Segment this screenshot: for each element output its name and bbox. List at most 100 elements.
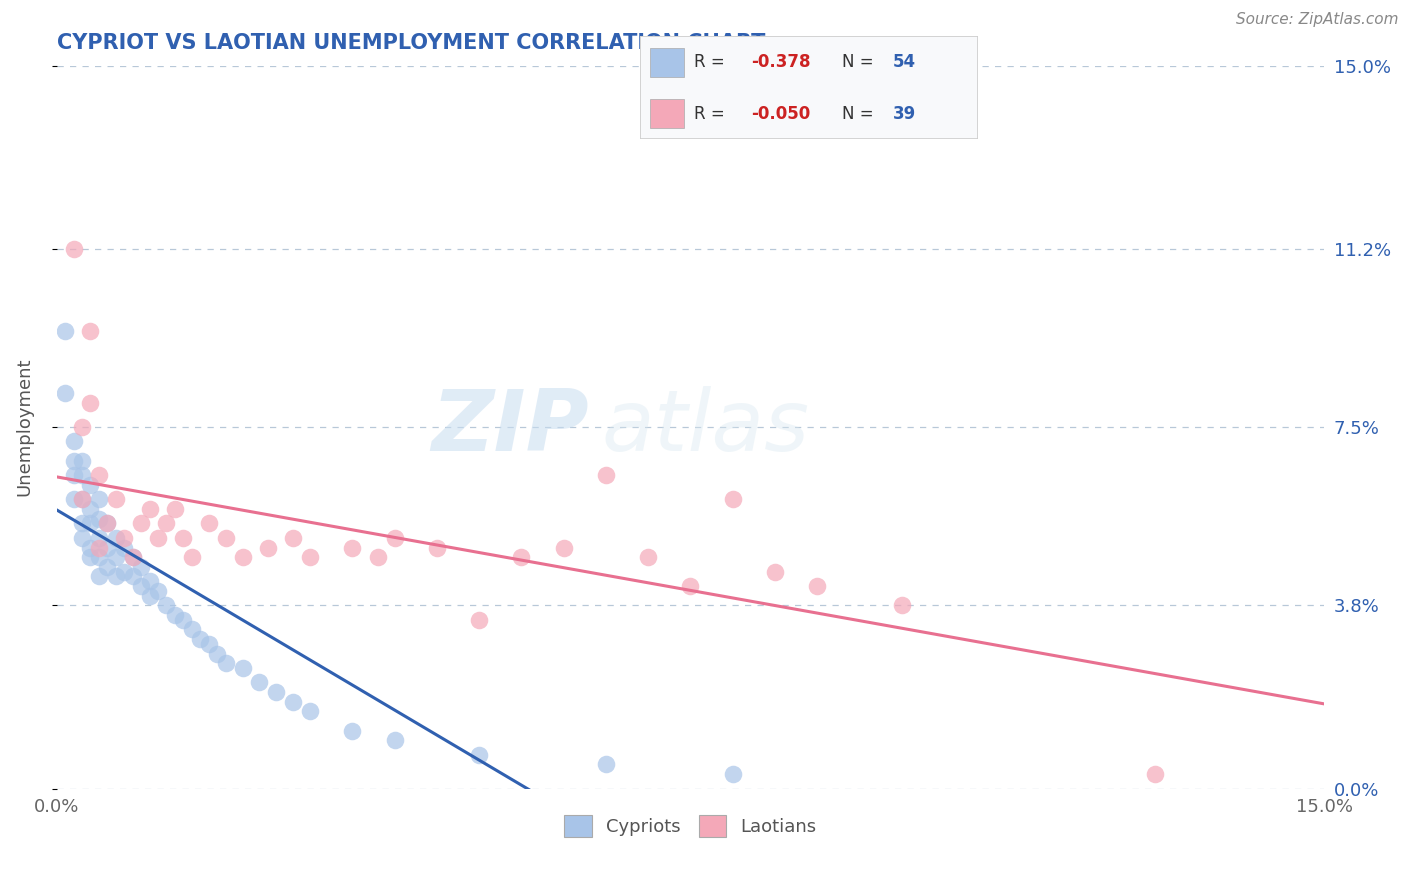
Point <box>87 569 110 583</box>
Point <box>214 657 236 671</box>
Text: CYPRIOT VS LAOTIAN UNEMPLOYMENT CORRELATION CHART: CYPRIOT VS LAOTIAN UNEMPLOYMENT CORRELAT… <box>56 33 765 53</box>
Point <box>721 492 744 507</box>
Point <box>299 550 322 565</box>
Text: R =: R = <box>693 104 724 122</box>
Point <box>62 492 84 507</box>
Point <box>763 565 786 579</box>
Point <box>112 541 135 555</box>
Text: N =: N = <box>842 54 873 71</box>
Point <box>146 583 169 598</box>
Point <box>104 531 127 545</box>
Point <box>138 502 160 516</box>
Bar <box>650 99 683 128</box>
Point <box>180 623 202 637</box>
Text: -0.378: -0.378 <box>751 54 811 71</box>
Text: -0.050: -0.050 <box>751 104 810 122</box>
Point <box>79 550 101 565</box>
Point <box>214 531 236 545</box>
Point <box>121 550 143 565</box>
Point <box>172 613 194 627</box>
Point <box>342 723 364 738</box>
Point <box>79 502 101 516</box>
Point <box>806 579 828 593</box>
Point <box>121 569 143 583</box>
Point <box>257 541 280 555</box>
Point <box>180 550 202 565</box>
Point <box>426 541 449 555</box>
Point <box>87 541 110 555</box>
Point <box>721 767 744 781</box>
Point <box>87 468 110 483</box>
Text: R =: R = <box>693 54 724 71</box>
Point <box>87 492 110 507</box>
Text: ZIP: ZIP <box>432 385 589 468</box>
Point <box>62 434 84 449</box>
Point <box>384 531 406 545</box>
Point <box>70 531 93 545</box>
Point <box>384 733 406 747</box>
Point <box>70 420 93 434</box>
Point <box>197 637 219 651</box>
Point <box>266 685 288 699</box>
Point <box>138 574 160 589</box>
Point <box>155 599 177 613</box>
Point <box>129 559 152 574</box>
Point <box>129 516 152 531</box>
Text: N =: N = <box>842 104 873 122</box>
Point <box>87 531 110 545</box>
Point <box>468 613 491 627</box>
Point <box>70 492 93 507</box>
Point <box>1144 767 1167 781</box>
Point <box>163 502 186 516</box>
Bar <box>650 48 683 77</box>
Point <box>70 454 93 468</box>
Point <box>104 569 127 583</box>
Point <box>79 478 101 492</box>
Point <box>79 516 101 531</box>
Text: atlas: atlas <box>602 385 810 468</box>
Point <box>96 516 118 531</box>
Point <box>163 607 186 622</box>
Point <box>155 516 177 531</box>
Point <box>595 468 617 483</box>
Point <box>121 550 143 565</box>
Point <box>96 541 118 555</box>
Point <box>172 531 194 545</box>
Point <box>231 550 253 565</box>
Point <box>510 550 533 565</box>
Point <box>553 541 575 555</box>
Point <box>188 632 211 646</box>
Point <box>299 705 322 719</box>
Point <box>104 492 127 507</box>
Point <box>79 396 101 410</box>
Point <box>129 579 152 593</box>
Point <box>96 559 118 574</box>
Point <box>679 579 702 593</box>
Point <box>87 550 110 565</box>
Point <box>342 541 364 555</box>
Point <box>62 468 84 483</box>
Point <box>146 531 169 545</box>
Point <box>283 695 305 709</box>
Point <box>79 541 101 555</box>
Point <box>283 531 305 545</box>
Y-axis label: Unemployment: Unemployment <box>15 358 32 496</box>
Point <box>138 589 160 603</box>
Text: 39: 39 <box>893 104 917 122</box>
Point <box>79 324 101 338</box>
Text: 54: 54 <box>893 54 915 71</box>
Point <box>249 675 271 690</box>
Point <box>70 468 93 483</box>
Point <box>205 647 228 661</box>
Point <box>62 454 84 468</box>
Text: Source: ZipAtlas.com: Source: ZipAtlas.com <box>1236 12 1399 27</box>
Point <box>637 550 659 565</box>
Point <box>197 516 219 531</box>
Point <box>62 242 84 256</box>
Point <box>53 386 76 401</box>
Point <box>595 757 617 772</box>
Point <box>70 516 93 531</box>
Point <box>70 492 93 507</box>
Point <box>112 565 135 579</box>
Point <box>53 324 76 338</box>
